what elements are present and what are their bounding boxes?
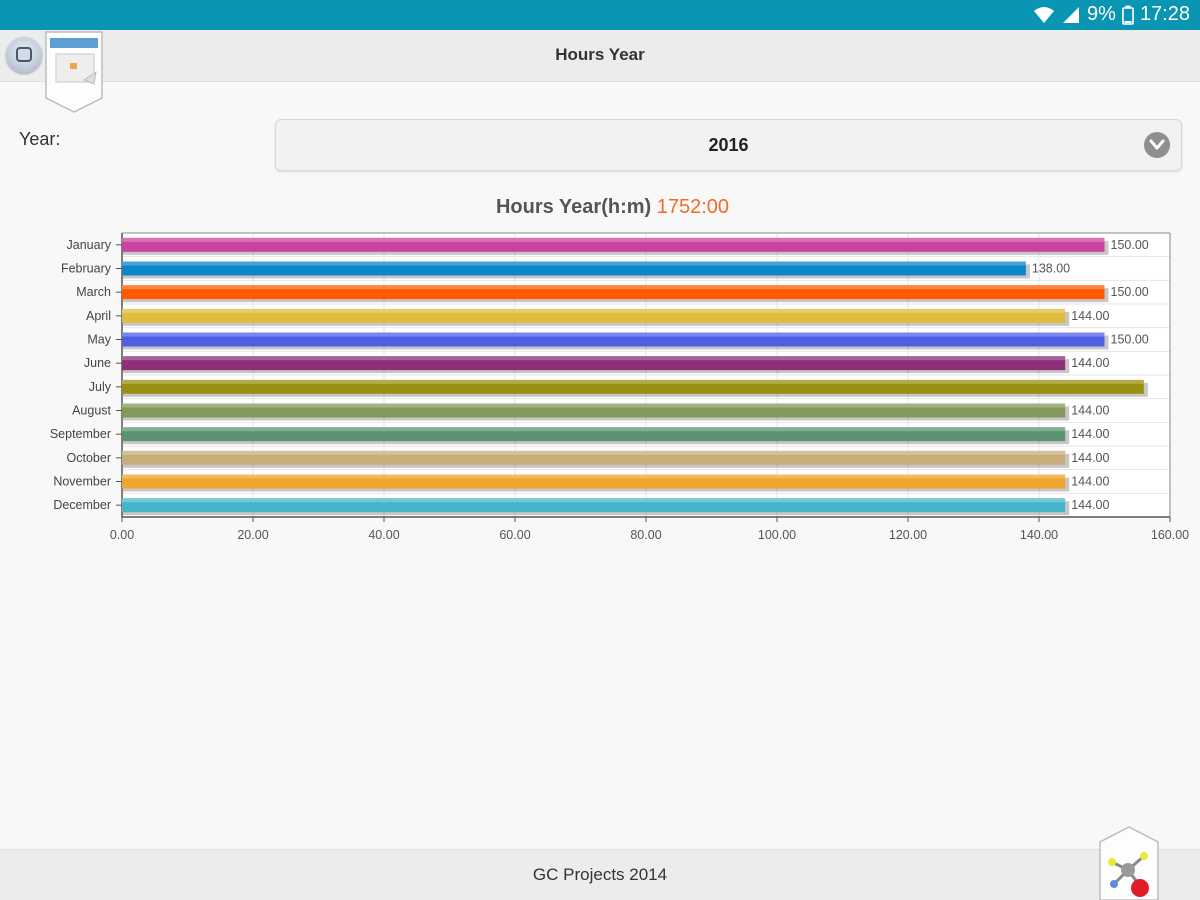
bar-highlight (122, 379, 1144, 384)
header: Hours Year (0, 30, 1200, 82)
bar-highlight (122, 332, 1105, 337)
wifi-icon (1034, 6, 1055, 23)
bar-highlight (122, 356, 1066, 361)
value-label: 144.00 (1071, 427, 1109, 441)
bar-highlight (122, 261, 1026, 266)
bar-april (122, 308, 1066, 323)
category-label: March (76, 285, 111, 299)
chart-title: Hours Year(h:m) 1752:00 (0, 196, 1200, 219)
molecule-logo-icon[interactable] (1098, 826, 1160, 900)
bar-june (122, 356, 1066, 371)
year-select[interactable]: 2016 (275, 119, 1182, 171)
year-label: Year: (19, 129, 61, 149)
x-tick-label: 160.00 (1151, 528, 1189, 542)
footer-text: GC Projects 2014 (532, 865, 668, 884)
chart-total: 1752:00 (656, 196, 730, 218)
bar-march (122, 285, 1105, 300)
bar-november (122, 474, 1066, 489)
value-label: 150.00 (1111, 285, 1149, 299)
bar-february (122, 261, 1026, 276)
bar-highlight (122, 450, 1066, 455)
category-label: October (67, 451, 111, 465)
value-label: 144.00 (1071, 309, 1109, 323)
x-tick-label: 140.00 (1020, 528, 1058, 542)
bar-highlight (122, 403, 1066, 408)
bar-july (122, 379, 1144, 394)
value-label: 138.00 (1032, 262, 1070, 276)
x-tick-label: 40.00 (368, 528, 399, 542)
bar-september (122, 427, 1066, 442)
category-label: February (61, 262, 112, 276)
bar-august (122, 403, 1066, 418)
x-tick-label: 60.00 (499, 528, 530, 542)
bar-highlight (122, 498, 1066, 503)
value-label: 144.00 (1071, 356, 1109, 370)
category-label: June (84, 356, 111, 370)
calendar-badge-icon (45, 31, 103, 113)
footer: GC Projects 2014 (0, 849, 1200, 900)
category-label: August (72, 404, 111, 418)
menu-button[interactable] (6, 37, 42, 73)
x-tick-label: 0.00 (110, 528, 134, 542)
bar-may (122, 332, 1105, 347)
chevron-down-icon (1144, 132, 1170, 158)
chart-title-label: Hours Year(h:m) (495, 196, 652, 218)
status-icons: 9% 17:28 (1033, 3, 1190, 26)
bar-highlight (122, 285, 1105, 290)
value-label: 144.00 (1071, 451, 1109, 465)
battery-icon (1122, 5, 1134, 25)
status-bar: 9% 17:28 (0, 0, 1200, 30)
category-label: July (89, 380, 112, 394)
x-tick-label: 80.00 (630, 528, 661, 542)
signal-icon (1063, 6, 1080, 23)
clock: 17:28 (1139, 3, 1190, 25)
bar-highlight (122, 237, 1105, 242)
value-label: 144.00 (1071, 475, 1109, 489)
category-label: December (53, 498, 111, 512)
hours-bar-chart: January 150.00 February 138.00 March 150.00 Ap… (50, 232, 1189, 542)
value-label: 150.00 (1111, 238, 1149, 252)
bar-highlight (122, 427, 1066, 432)
value-label: 144.00 (1071, 404, 1109, 418)
category-label: April (86, 309, 111, 323)
page-title: Hours Year (555, 45, 645, 64)
x-tick-label: 120.00 (889, 528, 927, 542)
bar-highlight (122, 308, 1066, 313)
category-label: May (87, 333, 111, 347)
battery-percent: 9% (1087, 3, 1116, 25)
value-label: 144.00 (1071, 498, 1109, 512)
value-label: 150.00 (1111, 333, 1149, 347)
x-tick-label: 20.00 (237, 528, 268, 542)
bar-january (122, 237, 1105, 252)
year-select-value: 2016 (708, 135, 749, 155)
category-label: September (50, 427, 111, 441)
bar-highlight (122, 474, 1066, 479)
bar-october (122, 450, 1066, 465)
menu-icon (16, 47, 32, 62)
category-label: November (53, 475, 111, 489)
bar-december (122, 498, 1066, 513)
x-tick-label: 100.00 (758, 528, 796, 542)
category-label: January (67, 238, 112, 252)
